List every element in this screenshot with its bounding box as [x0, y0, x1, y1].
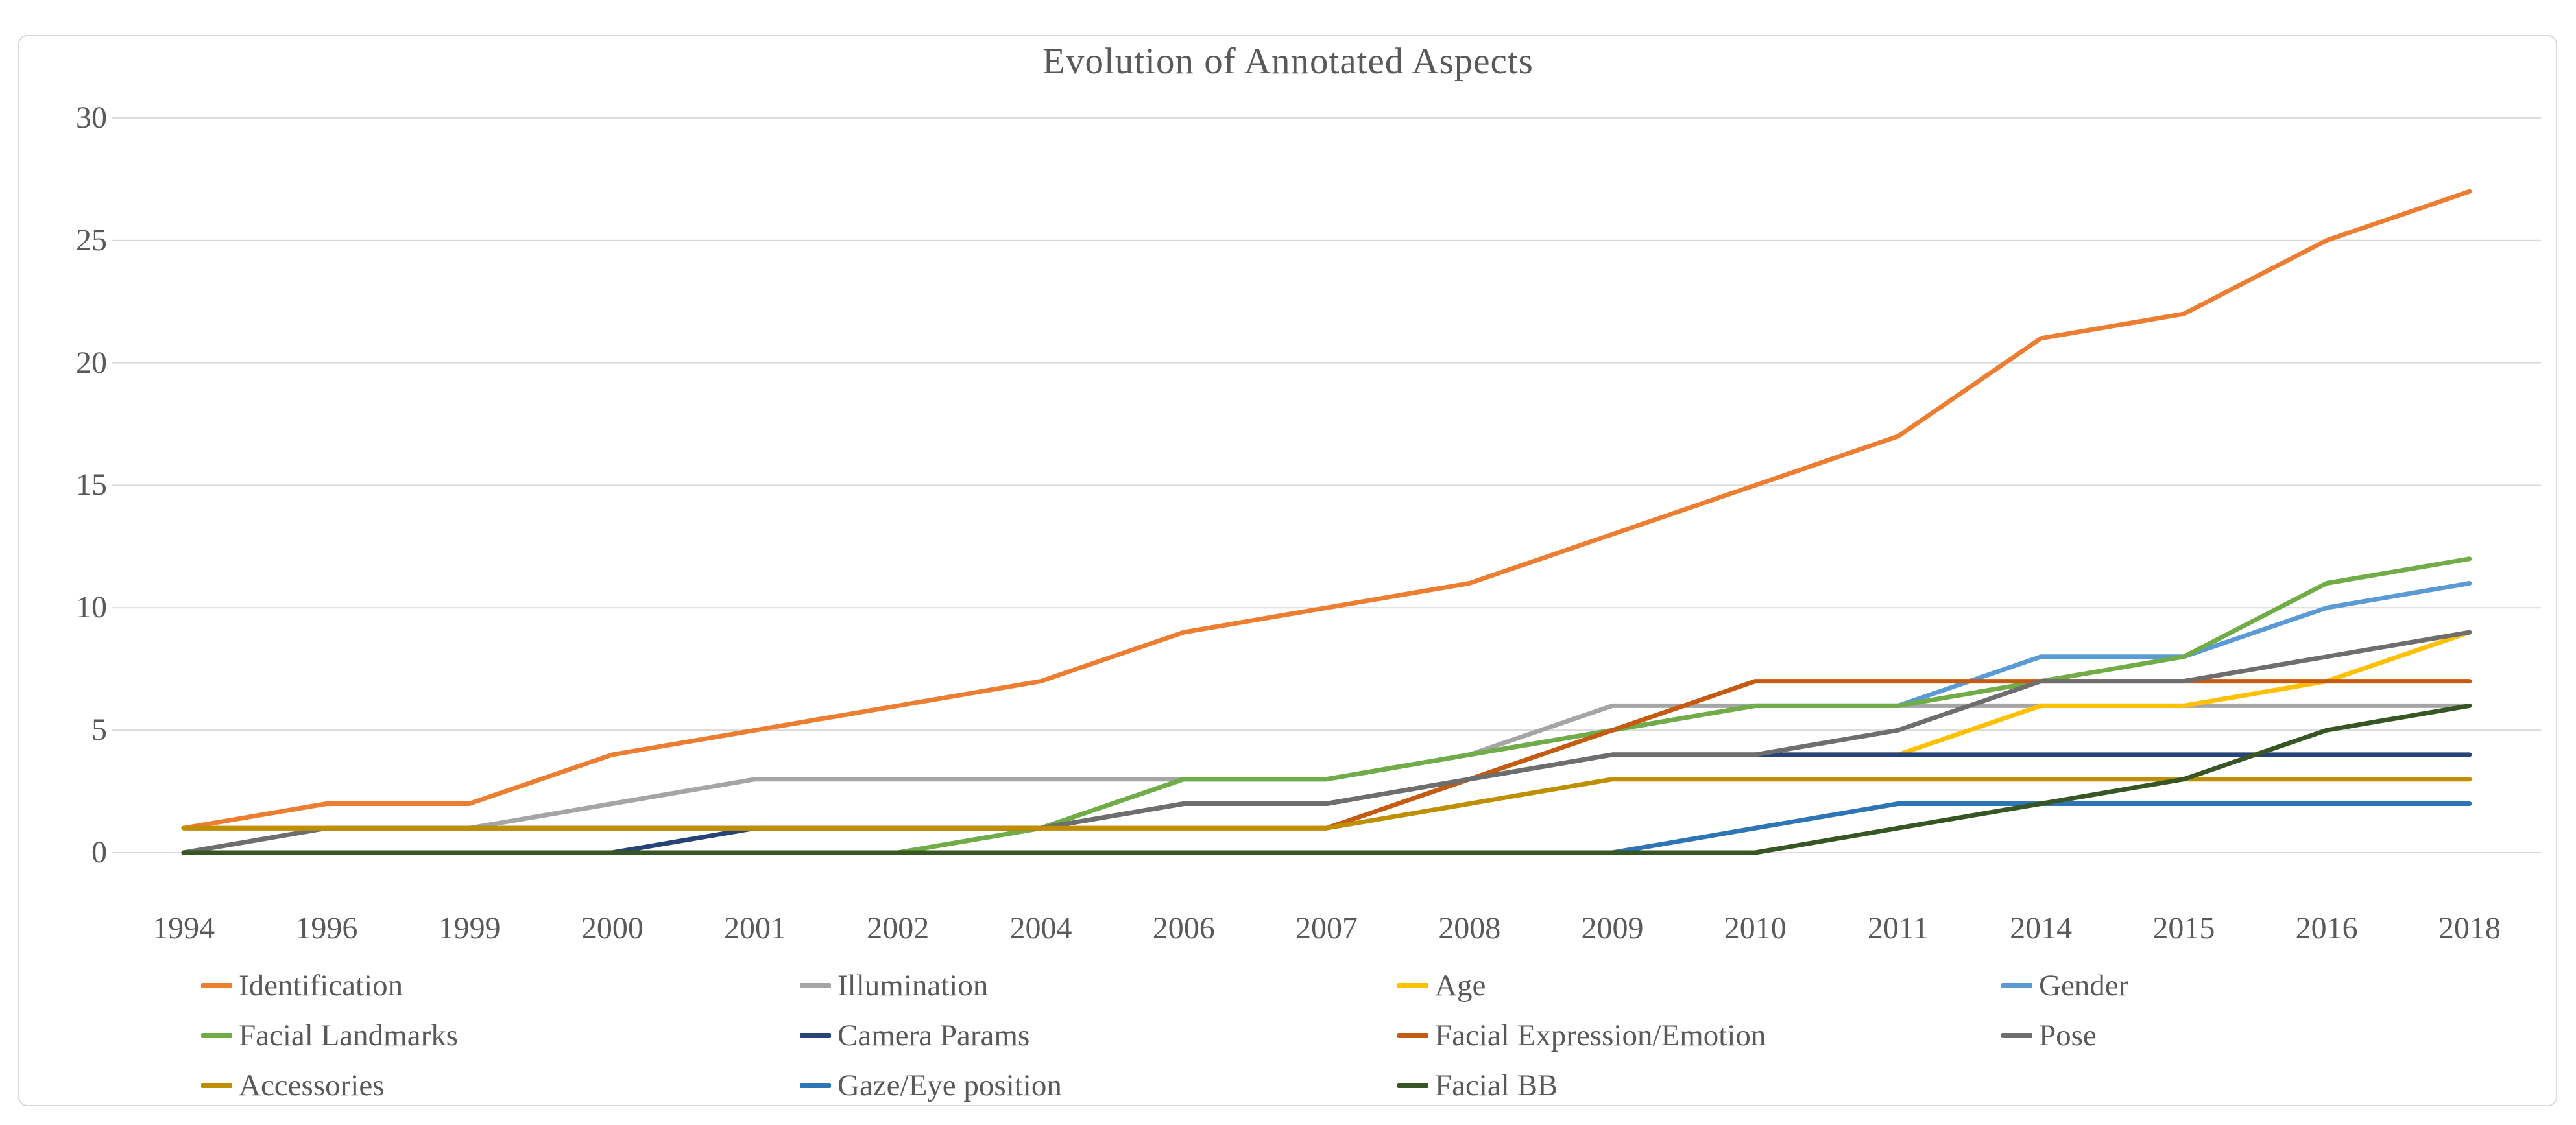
series-line-accessories: [181, 777, 2472, 831]
legend-label: Accessories: [239, 1069, 385, 1102]
x-axis-label: 1994: [152, 911, 215, 945]
x-axis-label: 2002: [867, 911, 930, 945]
x-axis-label: 2010: [1724, 911, 1787, 945]
x-axis-label: 2011: [1867, 911, 1929, 945]
x-axis-label: 2018: [2438, 911, 2501, 945]
y-axis-label: 5: [91, 713, 107, 748]
legend-swatch-identification: [201, 983, 232, 988]
legend-label: Age: [1435, 969, 1486, 1002]
x-axis-label: 2009: [1581, 911, 1644, 945]
x-axis-label: 2001: [724, 911, 787, 945]
series-line-identification: [181, 189, 2472, 831]
x-axis-label: 2000: [581, 911, 644, 945]
x-axis-label: 2015: [2152, 911, 2215, 945]
y-axis-label: 25: [76, 222, 107, 257]
legend-label: Facial Expression/Emotion: [1435, 1019, 1766, 1052]
legend-label: Facial Landmarks: [239, 1019, 459, 1052]
x-axis-label: 2014: [2010, 911, 2073, 945]
y-axis-label: 10: [76, 590, 107, 625]
legend-label: Camera Params: [837, 1019, 1030, 1052]
legend-swatch-pose: [2001, 1033, 2032, 1038]
y-axis-label: 15: [76, 468, 107, 503]
legend-swatch-accessories: [201, 1083, 232, 1088]
legend-swatch-facial-expression-emotion: [1397, 1033, 1428, 1038]
legend-label: Pose: [2039, 1019, 2097, 1052]
legend-label: Gaze/Eye position: [837, 1069, 1062, 1102]
x-axis-label: 1999: [438, 911, 501, 945]
x-axis-label: 2008: [1438, 911, 1501, 945]
legend-label: Facial BB: [1435, 1069, 1558, 1102]
x-axis-label: 2007: [1295, 911, 1358, 945]
x-axis-label: 2004: [1009, 911, 1072, 945]
legend-swatch-gender: [2001, 983, 2032, 988]
legend-swatch-facial-bb: [1397, 1083, 1428, 1088]
legend-swatch-facial-landmarks: [201, 1033, 232, 1038]
legend-label: Identification: [239, 969, 403, 1002]
x-axis-label: 1996: [295, 911, 358, 945]
chart-title: Evolution of Annotated Aspects: [1042, 41, 1534, 82]
series-line-facial-bb: [181, 703, 2472, 855]
series-line-gender: [181, 581, 2472, 855]
x-axis-label: 2016: [2295, 911, 2358, 945]
chart-border: [18, 35, 2557, 1106]
legend-swatch-gaze-eye-position: [800, 1083, 831, 1088]
legend-swatch-age: [1397, 983, 1428, 988]
legend-label: Illumination: [837, 969, 989, 1002]
y-axis-label: 30: [76, 100, 107, 135]
legend-label: Gender: [2039, 969, 2129, 1002]
x-axis-label: 2006: [1152, 911, 1215, 945]
y-axis-label: 0: [91, 835, 107, 870]
y-axis-label: 20: [76, 345, 107, 380]
legend-swatch-illumination: [800, 983, 831, 988]
legend-swatch-camera-params: [800, 1033, 831, 1038]
